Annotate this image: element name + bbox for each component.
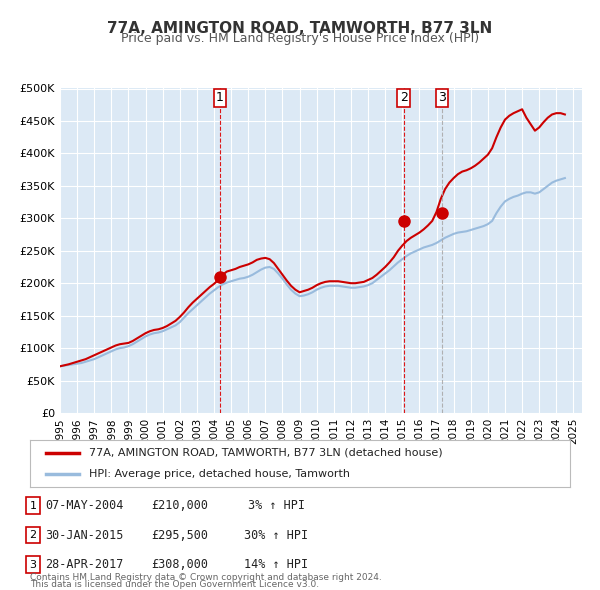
Text: £210,000: £210,000 <box>151 499 209 512</box>
Text: 14% ↑ HPI: 14% ↑ HPI <box>244 558 308 571</box>
Text: 30% ↑ HPI: 30% ↑ HPI <box>244 529 308 542</box>
Text: Contains HM Land Registry data © Crown copyright and database right 2024.: Contains HM Land Registry data © Crown c… <box>30 572 382 582</box>
Text: This data is licensed under the Open Government Licence v3.0.: This data is licensed under the Open Gov… <box>30 579 319 589</box>
Text: 2: 2 <box>29 530 37 540</box>
Text: 77A, AMINGTON ROAD, TAMWORTH, B77 3LN (detached house): 77A, AMINGTON ROAD, TAMWORTH, B77 3LN (d… <box>89 448 443 458</box>
Text: 3% ↑ HPI: 3% ↑ HPI <box>248 499 305 512</box>
Text: 77A, AMINGTON ROAD, TAMWORTH, B77 3LN: 77A, AMINGTON ROAD, TAMWORTH, B77 3LN <box>107 21 493 35</box>
Text: HPI: Average price, detached house, Tamworth: HPI: Average price, detached house, Tamw… <box>89 468 350 478</box>
Text: 07-MAY-2004: 07-MAY-2004 <box>45 499 123 512</box>
Text: £295,500: £295,500 <box>151 529 209 542</box>
Text: 1: 1 <box>216 91 224 104</box>
Text: 1: 1 <box>29 501 37 510</box>
Text: 30-JAN-2015: 30-JAN-2015 <box>45 529 123 542</box>
Text: 3: 3 <box>29 560 37 569</box>
Text: £308,000: £308,000 <box>151 558 209 571</box>
Text: 3: 3 <box>438 91 446 104</box>
Text: Price paid vs. HM Land Registry's House Price Index (HPI): Price paid vs. HM Land Registry's House … <box>121 32 479 45</box>
Text: 2: 2 <box>400 91 407 104</box>
Text: 28-APR-2017: 28-APR-2017 <box>45 558 123 571</box>
